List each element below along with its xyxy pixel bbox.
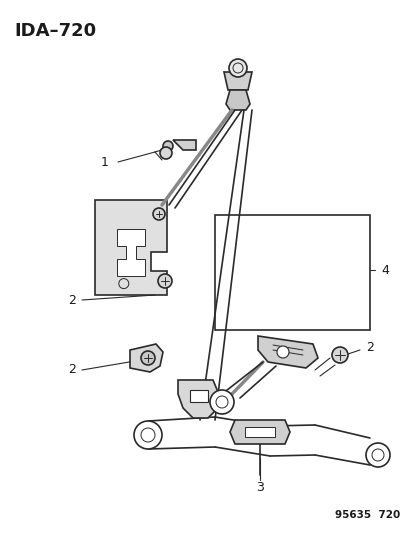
Polygon shape	[257, 336, 317, 368]
Circle shape	[276, 346, 288, 358]
Polygon shape	[130, 344, 163, 372]
Polygon shape	[173, 140, 195, 150]
Text: 95635  720: 95635 720	[334, 510, 399, 520]
Text: 2: 2	[68, 364, 76, 376]
Text: 3: 3	[256, 481, 263, 495]
Polygon shape	[225, 90, 249, 110]
Polygon shape	[223, 72, 252, 90]
Circle shape	[228, 59, 247, 77]
Text: IDA–720: IDA–720	[14, 22, 96, 40]
Circle shape	[331, 347, 347, 363]
Polygon shape	[116, 229, 145, 276]
Bar	[190, 390, 207, 402]
Polygon shape	[178, 380, 218, 418]
Text: 2: 2	[365, 342, 373, 354]
Circle shape	[159, 147, 171, 159]
Circle shape	[153, 208, 165, 220]
Circle shape	[134, 421, 161, 449]
Text: 1: 1	[101, 156, 109, 168]
Text: 2: 2	[68, 294, 76, 306]
Circle shape	[209, 390, 233, 414]
Polygon shape	[95, 200, 166, 295]
Bar	[244, 427, 274, 437]
Circle shape	[158, 274, 171, 288]
Circle shape	[365, 443, 389, 467]
Circle shape	[163, 141, 173, 151]
Bar	[214, 215, 369, 330]
Text: 4: 4	[380, 263, 388, 277]
Circle shape	[141, 351, 154, 365]
Polygon shape	[230, 420, 289, 444]
